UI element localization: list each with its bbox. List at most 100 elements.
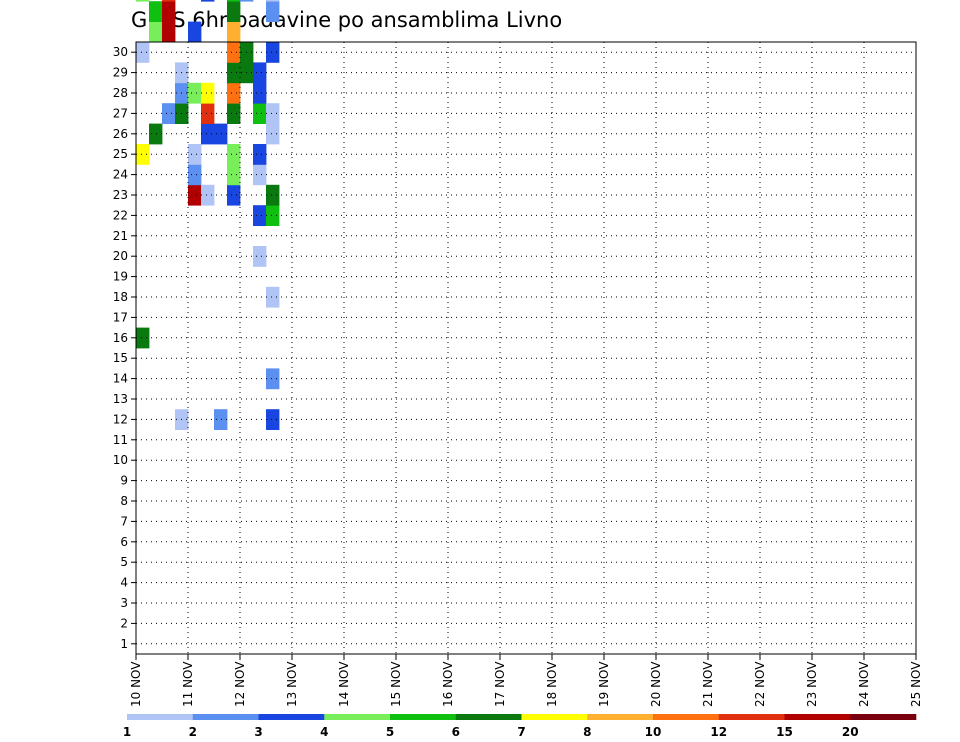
y-tick-label: 5 [120, 555, 128, 569]
y-tick-label: 14 [113, 372, 128, 386]
heatmap-cell [227, 184, 241, 206]
heatmap-cell [266, 409, 280, 430]
heatmap-cell [214, 123, 228, 145]
heatmap-cell [227, 103, 241, 124]
heatmap-cell [227, 1, 241, 22]
x-tick-label: 22 NOV [753, 661, 767, 707]
heatmap-cell [162, 0, 176, 2]
heatmap-cell [253, 144, 267, 165]
y-tick-label: 3 [120, 596, 128, 610]
y-tick-label: 13 [113, 392, 128, 406]
y-tick-label: 1 [120, 637, 128, 651]
x-tick-label: 19 NOV [597, 661, 611, 707]
heatmap-cell [188, 164, 202, 186]
y-tick-label: 16 [113, 331, 128, 345]
colorbar-swatch [127, 714, 194, 720]
heatmap-cells [136, 0, 280, 430]
heatmap-cell [149, 1, 163, 22]
colorbar-swatch [390, 714, 457, 720]
heatmap-cell [266, 0, 280, 2]
heatmap-cell [136, 144, 150, 165]
y-tick-label: 8 [120, 494, 128, 508]
heatmap-cell [227, 0, 241, 2]
heatmap-cell [227, 62, 241, 84]
heatmap-cell [201, 0, 215, 2]
x-tick-label: 18 NOV [545, 661, 559, 707]
x-tick-label: 14 NOV [337, 661, 351, 707]
y-tick-label: 6 [120, 535, 128, 549]
heatmap-cell [149, 123, 163, 145]
x-tick-label: 10 NOV [129, 661, 143, 707]
y-tick-label: 30 [113, 45, 128, 59]
y-tick-label: 15 [113, 351, 128, 365]
y-tick-label: 20 [113, 249, 128, 263]
colorbar-swatch [324, 714, 391, 720]
colorbar-label: 3 [254, 725, 262, 739]
heatmap-cell [201, 123, 215, 145]
heatmap-cell [188, 82, 202, 104]
x-tick-label: 20 NOV [649, 661, 663, 707]
colorbar-label: 6 [452, 725, 460, 739]
heatmap-cell [266, 1, 280, 22]
colorbar-label: 12 [710, 725, 727, 739]
heatmap-cell [201, 184, 215, 206]
heatmap-cell [227, 21, 241, 43]
heatmap-cell [227, 144, 241, 165]
x-tick-label: 15 NOV [389, 661, 403, 707]
colorbar-label: 5 [386, 725, 394, 739]
y-tick-label: 22 [113, 208, 128, 222]
y-tick-label: 29 [113, 66, 128, 80]
y-tick-label: 7 [120, 514, 128, 528]
colorbar-label: 15 [776, 725, 793, 739]
heatmap-cell [253, 62, 267, 84]
x-tick-label: 13 NOV [285, 661, 299, 707]
colorbar-swatch [653, 714, 720, 720]
heatmap-cell [253, 246, 267, 267]
colorbar-label: 10 [645, 725, 662, 739]
heatmap-cell [136, 0, 150, 2]
colorbar-swatch [850, 714, 917, 720]
x-axis-ticks: 10 NOV 11 NOV 12 NOV 13 NOV 14 NOV 15 NOV 16 N… [129, 654, 923, 707]
colorbar-label: 20 [842, 725, 859, 739]
x-tick-label: 12 NOV [233, 661, 247, 707]
heatmap-cell [136, 42, 150, 63]
heatmap-cell [188, 144, 202, 165]
y-axis-ticks: 1234567891011121314151617181920212223242… [113, 45, 136, 651]
y-tick-label: 10 [113, 453, 128, 467]
heatmap-cell [227, 42, 241, 63]
x-tick-label: 24 NOV [857, 661, 871, 707]
heatmap-cell [188, 184, 202, 206]
colorbar-swatch [192, 714, 259, 720]
colorbar-swatch [718, 714, 785, 720]
heatmap-cell [266, 286, 280, 308]
heatmap-cell [188, 21, 202, 43]
x-tick-label: 16 NOV [441, 661, 455, 707]
colorbar-swatch [258, 714, 325, 720]
y-tick-label: 28 [113, 86, 128, 100]
heatmap-cell [201, 82, 215, 104]
y-tick-label: 18 [113, 290, 128, 304]
colorbar-label: 2 [189, 725, 197, 739]
x-tick-label: 25 NOV [909, 661, 923, 707]
colorbar-label: 7 [517, 725, 525, 739]
heatmap-cell [266, 103, 280, 124]
colorbar-label: 4 [320, 725, 328, 739]
y-tick-label: 25 [113, 147, 128, 161]
y-tick-label: 26 [113, 127, 128, 141]
x-tick-label: 11 NOV [181, 661, 195, 707]
heatmap-cell [253, 82, 267, 104]
y-tick-label: 17 [113, 310, 128, 324]
heatmap-cell [266, 205, 280, 226]
y-tick-label: 21 [113, 229, 128, 243]
y-tick-label: 19 [113, 270, 128, 284]
x-tick-label: 23 NOV [805, 661, 819, 707]
heatmap-cell [162, 103, 176, 124]
plot-frame [135, 41, 917, 655]
y-tick-label: 2 [120, 616, 128, 630]
heatmap-cell [227, 82, 241, 104]
heatmap-cell [266, 42, 280, 63]
colorbar-swatch [587, 714, 654, 720]
heatmap-cell [253, 164, 267, 186]
x-tick-label: 21 NOV [701, 661, 715, 707]
